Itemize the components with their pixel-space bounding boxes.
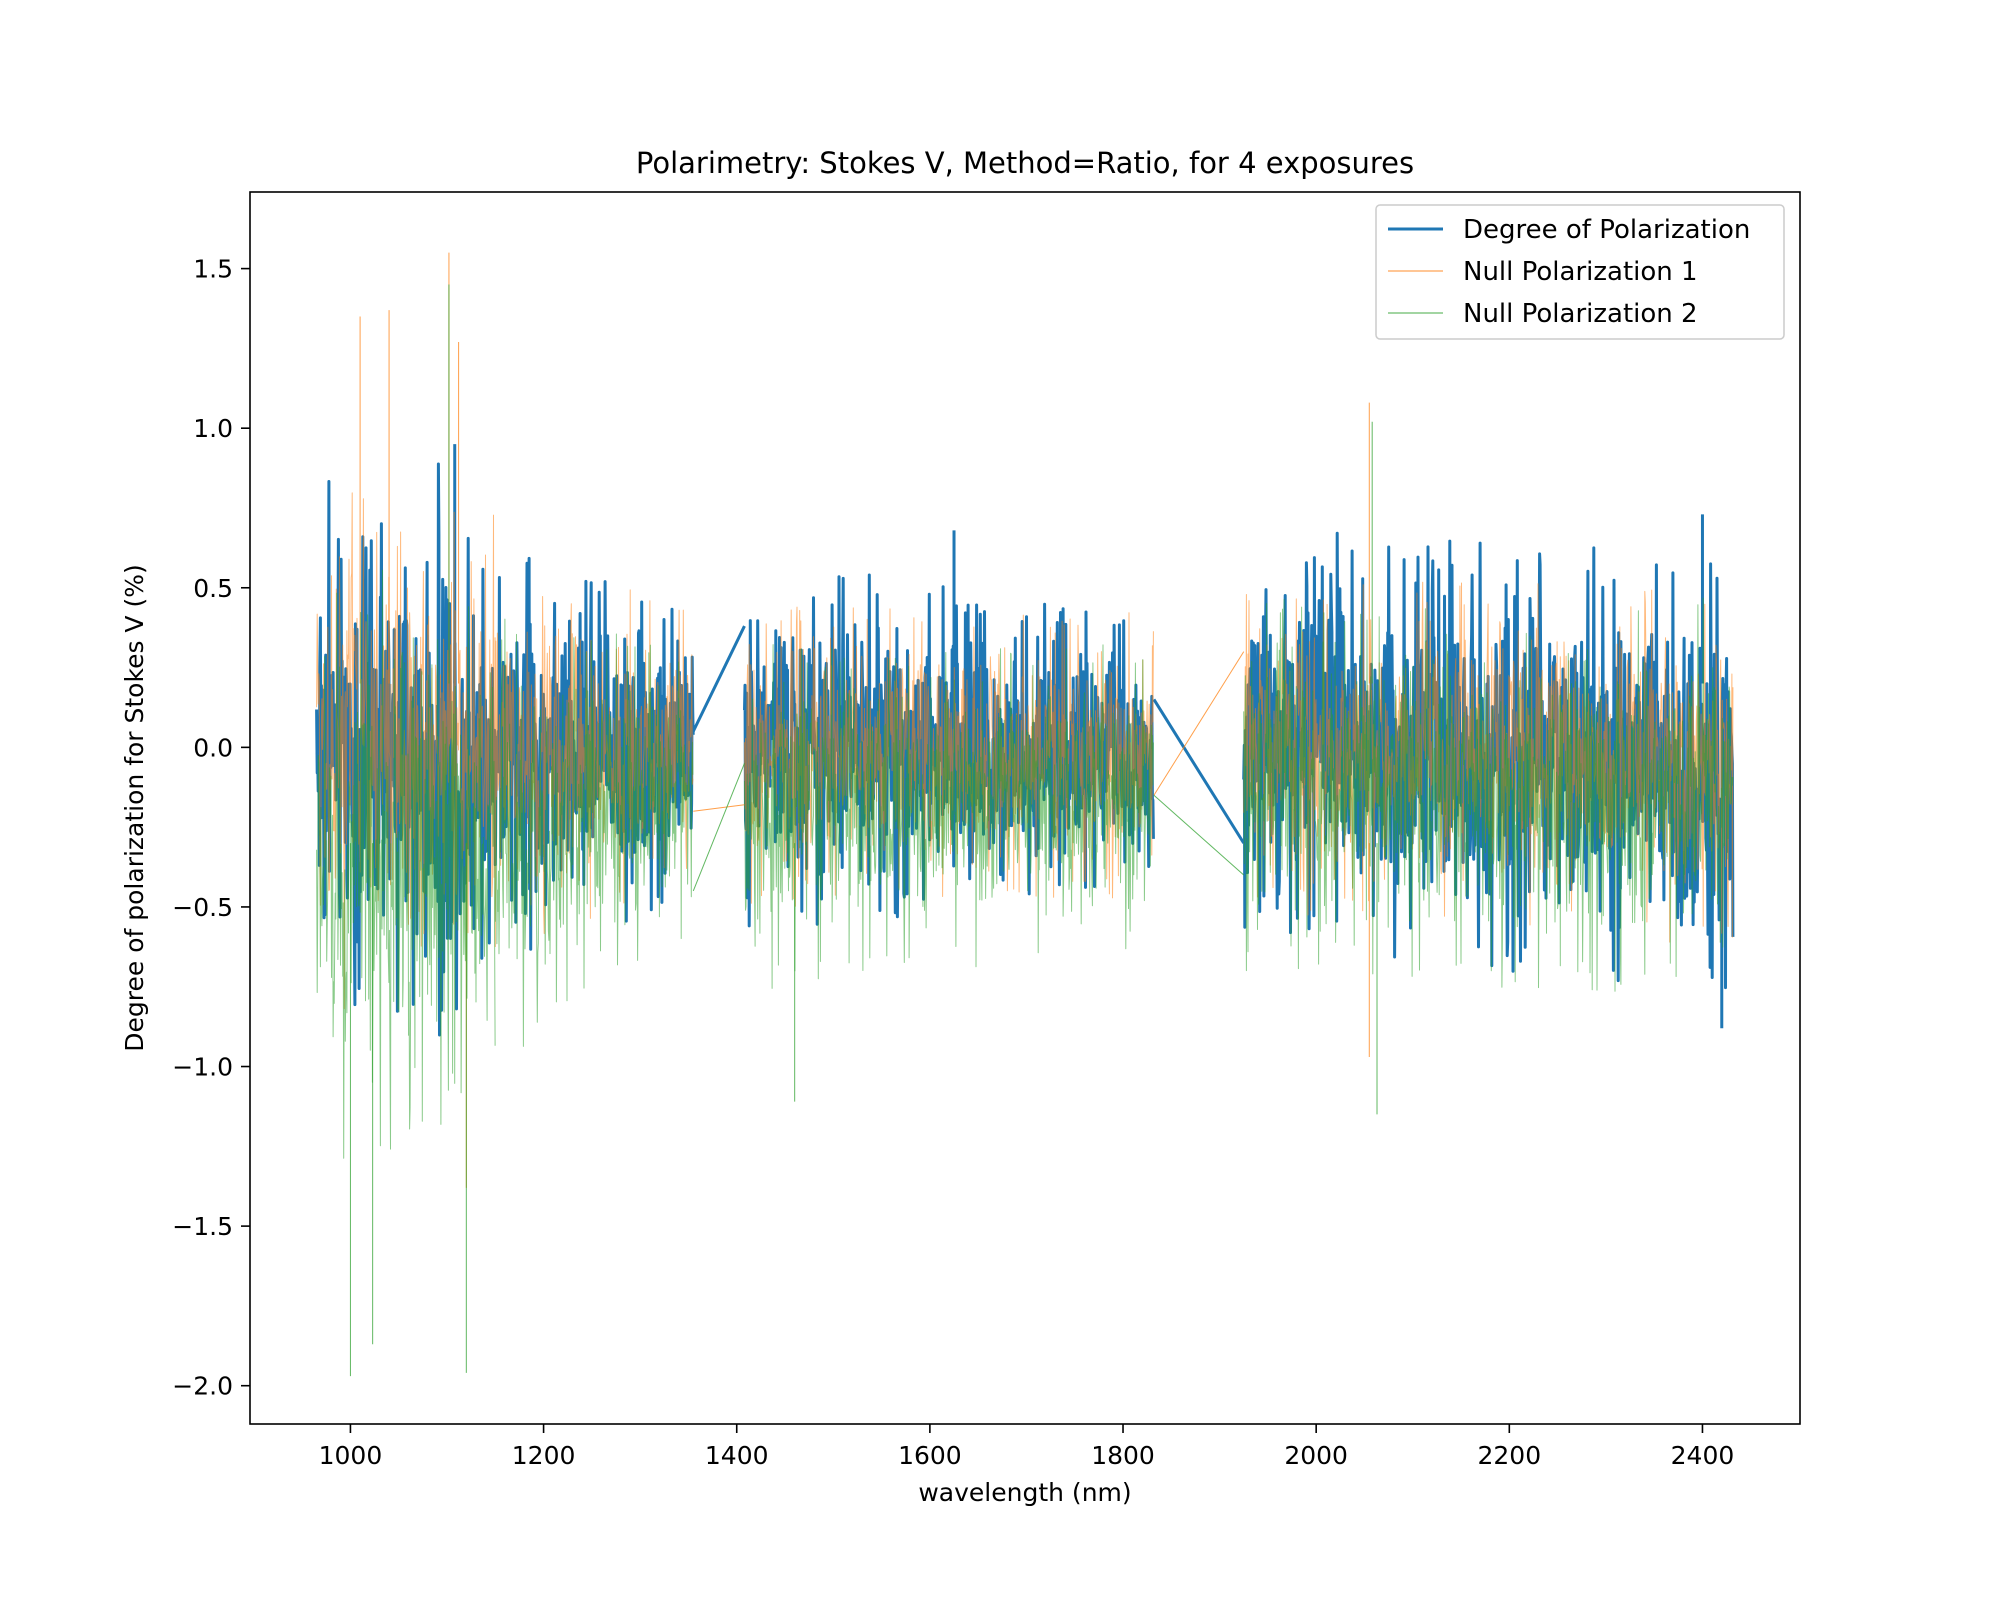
series-line (315, 462, 1735, 1037)
gap-connector (693, 804, 745, 812)
x-tick-label: 1000 (319, 1441, 383, 1470)
gap-connector (1153, 794, 1245, 876)
x-tick-label: 1200 (512, 1441, 576, 1470)
gap-connector (1153, 651, 1245, 796)
legend-label-degree-of-polarization: Degree of Polarization (1463, 215, 1750, 245)
x-tick-label: 2400 (1671, 1441, 1735, 1470)
legend-label-null-polarization-1: Null Polarization 1 (1463, 257, 1698, 287)
x-tick-label: 1400 (705, 1441, 769, 1470)
y-axis-label: Degree of polarization for Stokes V (%) (120, 564, 149, 1051)
chart-title: Polarimetry: Stokes V, Method=Ratio, for… (636, 146, 1414, 180)
y-tick-label: 1.5 (193, 255, 233, 284)
plot-area (315, 252, 1735, 1377)
y-tick-label: −1.0 (172, 1053, 233, 1082)
series-null-polarization-2 (316, 284, 1734, 1377)
y-tick-label: −0.5 (172, 893, 233, 922)
y-tick-label: 0.5 (193, 574, 233, 603)
x-tick-label: 1800 (1091, 1441, 1155, 1470)
legend-box (1375, 204, 1785, 340)
y-axis: −2.0 −1.5 −1.0 −0.5 0.0 0.5 1.0 1.5 (172, 255, 250, 1401)
gap-connector (1152, 698, 1246, 844)
series-line (316, 492, 1734, 1010)
x-tick-label: 2000 (1284, 1441, 1348, 1470)
y-tick-label: 1.0 (193, 414, 233, 443)
x-axis-label: wavelength (nm) (918, 1478, 1131, 1507)
x-tick-label: 2200 (1478, 1441, 1542, 1470)
y-tick-label: −2.0 (172, 1372, 233, 1401)
series-line (316, 569, 1734, 1159)
gap-connector (691, 625, 746, 733)
plot-frame (249, 191, 1801, 1425)
x-tick-label: 1600 (898, 1441, 962, 1470)
y-tick-label: 0.0 (193, 733, 233, 762)
y-tick-label: −1.5 (172, 1212, 233, 1241)
gap-connector (692, 763, 745, 892)
x-axis: 1000 1200 1400 1600 1800 2000 2200 2400 (319, 1424, 1735, 1470)
legend: Degree of Polarization Null Polarization… (1375, 204, 1785, 340)
legend-label-null-polarization-2: Null Polarization 2 (1463, 299, 1698, 329)
